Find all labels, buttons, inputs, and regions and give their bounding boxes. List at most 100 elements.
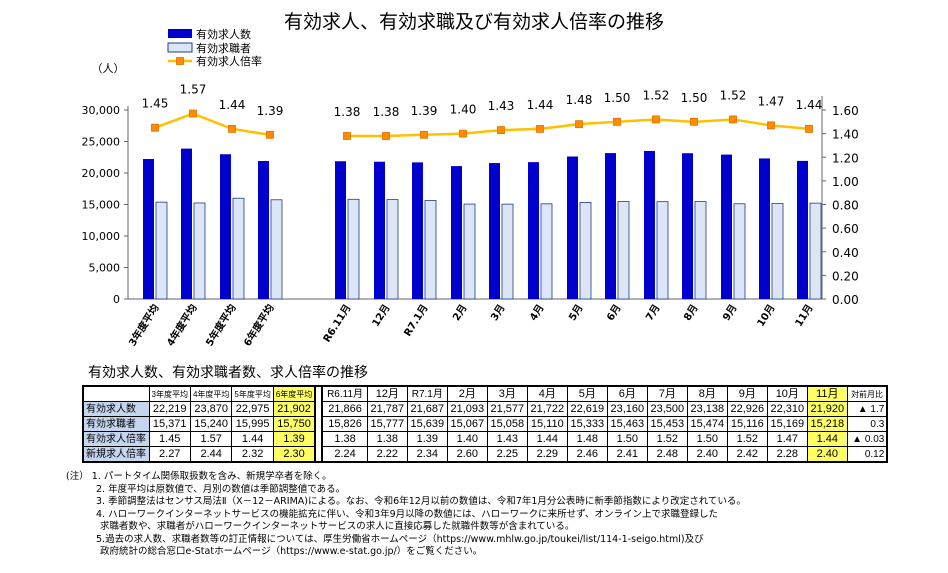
month-cell: 2.42 xyxy=(726,446,768,463)
y-left-tick-label: 0 xyxy=(113,293,120,306)
month-cell: 1.44 xyxy=(526,431,568,447)
ratio-marker xyxy=(652,115,660,124)
month-cell: 22,619 xyxy=(566,401,608,417)
month-cell: 1.48 xyxy=(566,431,608,447)
change-cell: ▲ 0.03 xyxy=(846,431,889,447)
x-category-label: 2月 xyxy=(450,302,469,323)
annual-cell: 15,995 xyxy=(231,416,274,432)
annual-cell: 21,902 xyxy=(272,401,316,417)
bar-openings xyxy=(759,158,770,299)
notes: (注） 1. パートタイム関係取扱数を含み、新規学卒者を除く。 2. 年度平均は… xyxy=(66,471,936,559)
month-header: R6.11月 xyxy=(321,385,368,402)
month-cell: 15,453 xyxy=(646,416,688,432)
month-cell: 2.48 xyxy=(646,446,688,463)
ratio-data-label: 1.52 xyxy=(643,88,670,102)
note-prefix: (注） xyxy=(66,471,89,482)
ratio-marker xyxy=(266,130,274,139)
bar-openings xyxy=(605,153,616,299)
month-cell: 1.50 xyxy=(606,431,648,447)
ratio-data-label: 1.52 xyxy=(720,88,747,102)
ratio-marker xyxy=(343,132,351,140)
bar-applicants xyxy=(386,199,399,300)
month-cell: 2.29 xyxy=(526,446,568,463)
y-right-tick-label: 1.20 xyxy=(832,151,859,165)
month-cell: 1.38 xyxy=(321,431,368,447)
x-category-label: R6.11月 xyxy=(321,302,354,344)
month-header: 11月 xyxy=(806,385,848,402)
ratio-marker xyxy=(690,117,698,126)
month-cell: 2.28 xyxy=(766,446,808,463)
bar-applicants xyxy=(579,202,592,300)
month-cell: 15,463 xyxy=(606,416,648,432)
x-category-label: R7.1月 xyxy=(402,302,431,338)
month-cell: 2.34 xyxy=(406,446,448,463)
y-left-tick-label: 15,000 xyxy=(82,199,121,212)
ratio-marker xyxy=(613,117,621,126)
month-cell: 22,310 xyxy=(766,401,808,417)
y-right-tick-label: 0.60 xyxy=(832,222,859,236)
month-cell: 15,067 xyxy=(446,416,488,432)
ratio-data-label: 1.57 xyxy=(180,83,207,97)
row-label: 新規求人倍率 xyxy=(82,446,150,463)
annual-cell: 22,219 xyxy=(148,401,191,417)
bar-openings xyxy=(412,162,423,299)
ratio-marker xyxy=(729,115,737,124)
month-cell: 2.24 xyxy=(321,446,368,463)
month-cell: 1.52 xyxy=(646,431,688,447)
month-cell: 22,926 xyxy=(726,401,768,417)
x-category-label: 11月 xyxy=(793,302,816,329)
month-cell: 23,138 xyxy=(686,401,728,417)
chart-title: 有効求人、有効求職及び有効求人倍率の推移 xyxy=(284,11,664,33)
month-cell: 15,333 xyxy=(566,416,608,432)
bar-applicants xyxy=(771,203,784,300)
month-cell: 15,058 xyxy=(486,416,528,432)
bar-openings xyxy=(220,154,231,299)
x-category-label: 7月 xyxy=(643,302,662,323)
table-corner xyxy=(82,385,150,402)
y-right-tick-label: 1.60 xyxy=(832,104,859,118)
annual-cell: 23,870 xyxy=(189,401,233,417)
ratio-data-label: 1.39 xyxy=(411,104,438,118)
note-line: 3. 季節調整法はセンサス局法Ⅱ（X－12－ARIMA)による。なお、令和6年1… xyxy=(96,496,746,507)
y-right-tick-label: 1.00 xyxy=(832,175,859,189)
month-cell: 21,577 xyxy=(486,401,528,417)
ratio-marker xyxy=(497,126,505,134)
annual-header: 4年度平均 xyxy=(189,385,233,402)
ratio-data-label: 1.38 xyxy=(373,105,400,119)
bar-openings xyxy=(528,162,539,299)
month-cell: 15,639 xyxy=(406,416,448,432)
month-cell: 21,787 xyxy=(366,401,408,417)
annual-cell: 1.45 xyxy=(148,431,191,447)
bar-applicants xyxy=(694,201,707,300)
y-right-tick-label: 0.80 xyxy=(832,199,859,213)
ratio-data-label: 1.50 xyxy=(681,91,708,105)
y-left-tick-label: 10,000 xyxy=(82,230,121,243)
legend-openings-swatch xyxy=(168,29,192,38)
month-header: 9月 xyxy=(726,385,768,402)
month-cell: 23,160 xyxy=(606,401,648,417)
note-line: (注） 1. パートタイム関係取扱数を含み、新規学卒者を除く。 xyxy=(66,471,332,482)
month-cell: 21,093 xyxy=(446,401,488,417)
y-left-tick-label: 25,000 xyxy=(82,136,121,149)
month-header: 8月 xyxy=(686,385,728,402)
row-label: 有効求人倍率 xyxy=(82,431,150,447)
ratio-marker xyxy=(189,109,197,118)
annual-cell: 2.44 xyxy=(189,446,233,463)
bar-applicants xyxy=(617,201,630,300)
month-cell: 1.38 xyxy=(366,431,408,447)
x-category-label: 12月 xyxy=(370,302,393,329)
x-category-label: 3月 xyxy=(488,302,507,323)
x-category-label: 6年度平均 xyxy=(241,302,277,349)
month-cell: 2.46 xyxy=(566,446,608,463)
data-table: 3年度平均 4年度平均 5年度平均 6年度平均 R6.11月 12月 R7.1月… xyxy=(82,385,889,463)
ratio-data-label: 1.40 xyxy=(450,103,477,117)
ratio-marker xyxy=(459,129,467,138)
legend-ratio-marker xyxy=(176,57,184,65)
annual-cell: 1.39 xyxy=(272,431,316,447)
table-gap xyxy=(314,446,324,463)
y-left-tick-label: 30,000 xyxy=(82,104,121,117)
ratio-data-label: 1.44 xyxy=(796,98,823,112)
x-category-label: 6月 xyxy=(604,302,623,323)
month-cell: 23,500 xyxy=(646,401,688,417)
